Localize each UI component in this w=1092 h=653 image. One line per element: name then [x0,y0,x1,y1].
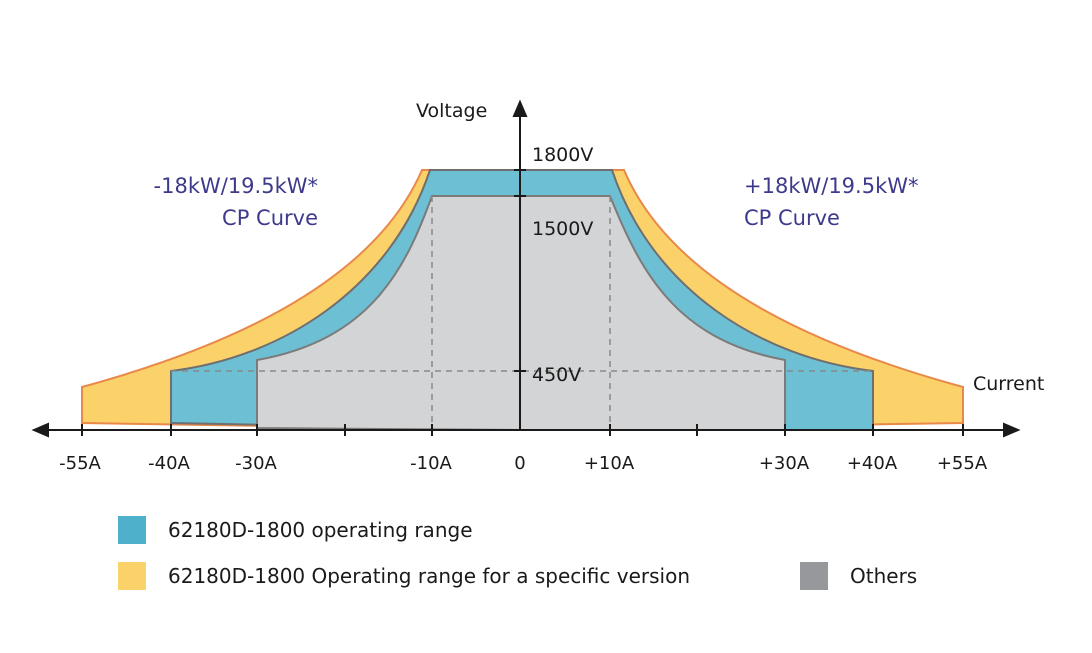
gray-swatch [800,562,828,590]
legend-item-gray: Others [800,562,917,590]
tick-label: -10A [410,453,452,474]
tick-label: -55A [59,453,101,474]
tick-label: -30A [235,453,277,474]
voltage-label-1500: 1500V [532,218,593,240]
legend-item-yellow: 62180D-1800 Operating range for a specif… [118,562,690,590]
legend-label-gray: Others [850,564,918,588]
left-cp-curve-annotation: CP Curve [222,206,318,230]
tick-label: +30A [759,453,810,474]
voltage-label-1800: 1800V [532,144,593,166]
tick-label: 0 [514,453,525,474]
voltage-label-450: 450V [532,364,581,386]
tick-label: +55A [937,453,988,474]
legend-label-blue: 62180D-1800 operating range [168,518,473,542]
y-axis-label: Voltage [416,100,487,122]
left-power-annotation: -18kW/19.5kW* [154,174,318,198]
right-cp-curve-annotation: CP Curve [744,206,840,230]
right-power-annotation: +18kW/19.5kW* [744,174,919,198]
tick-label: +10A [584,453,635,474]
guide-lines [171,196,873,430]
legend-item-blue: 62180D-1800 operating range [118,516,473,544]
x-axis-label: Current [973,373,1044,395]
legend-label-yellow: 62180D-1800 Operating range for a specif… [168,564,691,588]
tick-label: +40A [847,453,898,474]
blue-swatch [118,516,146,544]
current-tick-labels: -55A -40A -30A -10A 0 +10A +30A +40A +55… [59,453,988,474]
yellow-swatch [118,562,146,590]
y-axis [512,99,528,430]
legend: 62180D-1800 operating range 62180D-1800 … [118,510,1018,610]
x-axis [31,422,1021,438]
tick-label: -40A [148,453,190,474]
